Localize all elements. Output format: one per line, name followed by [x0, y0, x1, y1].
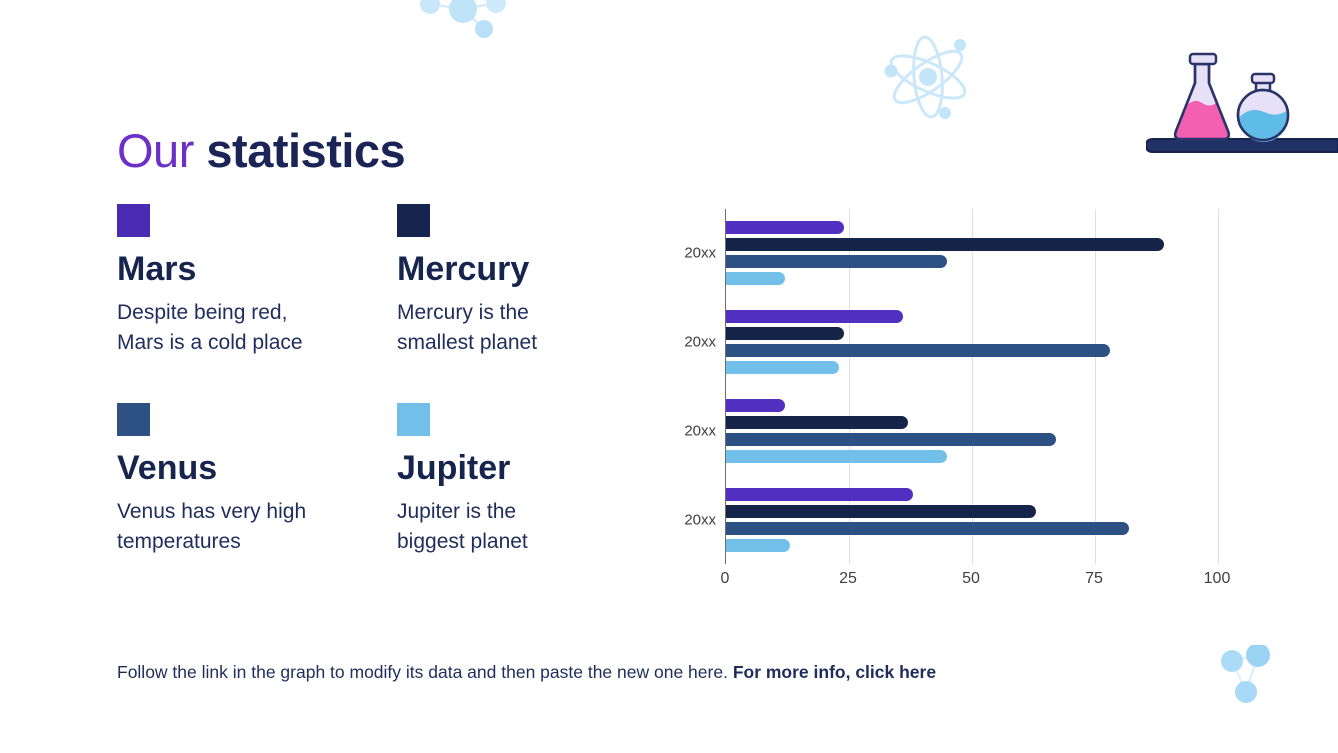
category-label: 20xx	[684, 422, 716, 440]
bar-group: 20xx	[684, 209, 1291, 298]
venus-color-swatch	[117, 403, 150, 436]
legend-description-mercury: Mercury is the smallest planet	[397, 301, 538, 355]
gridline	[972, 209, 973, 564]
x-tick-label: 25	[839, 570, 857, 587]
bar-mercury	[726, 238, 1164, 252]
mercury-color-swatch	[397, 204, 430, 237]
bar-jupiter	[726, 538, 790, 552]
gridline	[1095, 209, 1096, 564]
chart-ticks: 0 25 50 75 100	[721, 570, 1290, 590]
bar-venus	[726, 344, 1110, 358]
legend-title-venus: Venus	[117, 449, 218, 487]
x-tick-label: 0	[720, 570, 730, 587]
category-label: 20xx	[684, 333, 716, 351]
x-tick-label: 50	[962, 570, 980, 587]
molecule-icon	[420, 0, 506, 38]
bar-mercury	[726, 327, 845, 341]
page-title: Our statistics	[117, 124, 406, 178]
bar-mercury	[726, 415, 909, 429]
category-label: 20xx	[684, 244, 716, 262]
legend-item-mercury: Mercury Mercury is the smallest planet	[397, 204, 647, 403]
bar-mercury	[726, 504, 1036, 518]
legend-item-jupiter: Jupiter Jupiter is the biggest planet	[397, 403, 647, 557]
molecule-icon	[1221, 645, 1270, 703]
bar-group: 20xx	[684, 475, 1291, 564]
bar-group: 20xx	[684, 298, 1291, 387]
title-rest: statistics	[206, 124, 406, 178]
category-label: 20xx	[684, 511, 716, 529]
bar-venus	[726, 255, 948, 269]
title-accent: Our	[117, 124, 194, 178]
gridline	[849, 209, 850, 564]
mars-color-swatch	[117, 204, 150, 237]
chart-plot: 20xx 20xx 20xx 20xx	[684, 209, 1291, 564]
bar-mars	[726, 310, 904, 324]
shelf	[1146, 138, 1338, 153]
legend-item-venus: Venus Venus has very high temperatures	[117, 403, 367, 557]
legend-description-venus: Venus has very high temperatures	[117, 500, 307, 554]
footer-note: Follow the link in the graph to modify i…	[117, 661, 936, 684]
chart-legend: Mars Despite being red, Mars is a cold p…	[117, 204, 677, 557]
legend-description-jupiter: Jupiter is the biggest planet	[397, 500, 528, 554]
bar-venus	[726, 432, 1056, 446]
x-tick-label: 75	[1085, 570, 1103, 587]
bar-group: 20xx	[684, 387, 1291, 476]
legend-title-mercury: Mercury	[397, 250, 530, 288]
bar-venus	[726, 521, 1130, 535]
legend-description-mars: Despite being red, Mars is a cold place	[117, 301, 303, 355]
atom-icon	[884, 35, 967, 119]
legend-title-mars: Mars	[117, 250, 197, 288]
bar-jupiter	[726, 361, 840, 375]
legend-item-mars: Mars Despite being red, Mars is a cold p…	[117, 204, 367, 403]
bar-mars	[726, 487, 913, 501]
legend-title-jupiter: Jupiter	[397, 449, 511, 487]
chart-groups: 20xx 20xx 20xx 20xx	[684, 209, 1291, 564]
footer-link[interactable]: For more info, click here	[732, 661, 937, 682]
x-tick-label: 100	[1203, 570, 1231, 587]
footer-text: Follow the link in the graph to modify i…	[117, 661, 733, 682]
bar-jupiter	[726, 449, 948, 463]
bar-mars	[726, 398, 786, 412]
bar-mars	[726, 221, 845, 235]
flasks-illustration	[1146, 52, 1338, 153]
jupiter-color-swatch	[397, 403, 430, 436]
gridline	[1218, 209, 1219, 564]
bar-jupiter	[726, 272, 786, 286]
